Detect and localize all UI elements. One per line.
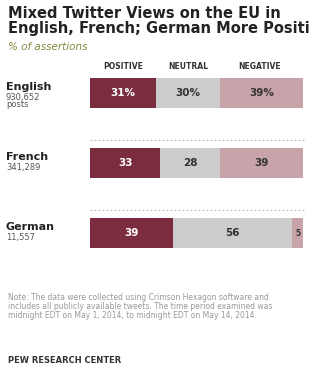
Text: 56: 56 [226,228,240,238]
Text: English: English [6,82,51,92]
Text: PEW RESEARCH CENTER: PEW RESEARCH CENTER [8,356,121,365]
Text: Mixed Twitter Views on the EU in: Mixed Twitter Views on the EU in [8,6,281,21]
Text: NEGATIVE: NEGATIVE [238,62,281,71]
Bar [160,148,220,178]
Text: Note: The data were collected using Crimson Hexagon software and: Note: The data were collected using Crim… [8,293,269,302]
Bar [90,218,173,248]
Bar [156,78,220,108]
Text: 39: 39 [124,228,139,238]
Bar [90,78,156,108]
Text: 11,557: 11,557 [6,233,35,242]
Bar [90,148,160,178]
Text: posts: posts [6,100,28,109]
Text: 31%: 31% [111,88,136,98]
Bar [292,218,303,248]
Text: 930,652: 930,652 [6,93,40,102]
Bar [173,218,292,248]
Text: % of assertions: % of assertions [8,42,87,52]
Bar [220,148,303,178]
Text: 33: 33 [118,158,132,168]
Bar [220,78,303,108]
Text: midnight EDT on May 1, 2014, to midnight EDT on May 14, 2014.: midnight EDT on May 1, 2014, to midnight… [8,311,257,320]
Text: POSITIVE: POSITIVE [103,62,143,71]
Text: English, French; German More Positive: English, French; German More Positive [8,21,309,36]
Text: includes all publicly available tweets. The time period examined was: includes all publicly available tweets. … [8,302,272,311]
Text: German: German [6,222,55,232]
Text: 341,289: 341,289 [6,163,40,172]
Text: 39%: 39% [249,88,274,98]
Text: NEUTRAL: NEUTRAL [168,62,208,71]
Text: 5: 5 [295,229,300,238]
Text: 39: 39 [254,158,269,168]
Text: 30%: 30% [176,88,201,98]
Text: French: French [6,152,48,162]
Text: 28: 28 [183,158,197,168]
